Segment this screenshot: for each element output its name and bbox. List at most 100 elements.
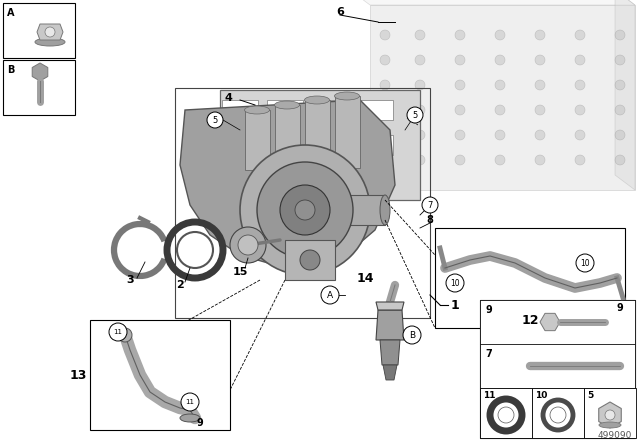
Polygon shape <box>275 105 300 170</box>
Text: 11: 11 <box>483 391 495 400</box>
Text: 8: 8 <box>427 215 433 225</box>
Circle shape <box>380 130 390 140</box>
FancyBboxPatch shape <box>584 388 636 438</box>
Polygon shape <box>383 365 397 380</box>
Polygon shape <box>357 135 393 155</box>
Circle shape <box>535 30 545 40</box>
Ellipse shape <box>305 96 330 104</box>
Circle shape <box>575 105 585 115</box>
Circle shape <box>295 200 315 220</box>
Text: 10: 10 <box>535 391 547 400</box>
Circle shape <box>495 155 505 165</box>
Text: 7: 7 <box>428 201 433 210</box>
Circle shape <box>535 80 545 90</box>
Circle shape <box>455 155 465 165</box>
Circle shape <box>615 105 625 115</box>
Text: 5: 5 <box>212 116 218 125</box>
Text: 10: 10 <box>580 258 590 267</box>
Circle shape <box>415 105 425 115</box>
Circle shape <box>615 55 625 65</box>
Text: 5: 5 <box>587 391 593 400</box>
Circle shape <box>575 30 585 40</box>
FancyBboxPatch shape <box>435 228 625 328</box>
Circle shape <box>535 130 545 140</box>
Polygon shape <box>380 340 400 365</box>
Circle shape <box>615 30 625 40</box>
Ellipse shape <box>380 195 390 225</box>
Text: 9: 9 <box>616 303 623 313</box>
Circle shape <box>45 27 55 37</box>
Circle shape <box>498 407 514 423</box>
Polygon shape <box>222 100 258 120</box>
Circle shape <box>415 55 425 65</box>
Circle shape <box>615 155 625 165</box>
Circle shape <box>207 112 223 128</box>
Circle shape <box>238 235 258 255</box>
Polygon shape <box>615 0 635 190</box>
Ellipse shape <box>599 422 621 428</box>
Polygon shape <box>222 165 258 185</box>
Circle shape <box>495 105 505 115</box>
Text: B: B <box>7 65 14 75</box>
Circle shape <box>380 155 390 165</box>
Circle shape <box>455 130 465 140</box>
Text: 9: 9 <box>485 305 492 315</box>
Ellipse shape <box>35 38 65 46</box>
Text: B: B <box>409 331 415 340</box>
Circle shape <box>380 80 390 90</box>
Polygon shape <box>285 240 335 280</box>
Text: 1: 1 <box>451 298 460 311</box>
Circle shape <box>240 145 370 275</box>
FancyBboxPatch shape <box>3 60 75 115</box>
Circle shape <box>535 55 545 65</box>
Circle shape <box>407 107 423 123</box>
Circle shape <box>495 130 505 140</box>
Polygon shape <box>220 90 420 200</box>
Circle shape <box>446 274 464 292</box>
Text: 9: 9 <box>196 418 204 428</box>
Circle shape <box>109 323 127 341</box>
Polygon shape <box>222 135 258 155</box>
Circle shape <box>380 105 390 115</box>
Polygon shape <box>312 100 348 120</box>
Circle shape <box>455 105 465 115</box>
FancyBboxPatch shape <box>480 300 635 344</box>
Circle shape <box>422 197 438 213</box>
Circle shape <box>455 30 465 40</box>
Circle shape <box>257 162 353 258</box>
Polygon shape <box>267 135 303 155</box>
Circle shape <box>415 155 425 165</box>
Polygon shape <box>305 100 330 170</box>
Ellipse shape <box>335 92 360 100</box>
Circle shape <box>415 130 425 140</box>
Circle shape <box>455 80 465 90</box>
FancyBboxPatch shape <box>480 344 635 388</box>
Polygon shape <box>245 110 270 170</box>
Circle shape <box>415 30 425 40</box>
Circle shape <box>605 410 615 420</box>
Text: 4: 4 <box>224 93 232 103</box>
Ellipse shape <box>244 106 269 114</box>
Circle shape <box>575 55 585 65</box>
Text: A: A <box>327 290 333 300</box>
Text: 6: 6 <box>336 7 344 17</box>
Text: 14: 14 <box>356 271 374 284</box>
Circle shape <box>321 286 339 304</box>
Circle shape <box>575 80 585 90</box>
FancyBboxPatch shape <box>3 3 75 58</box>
Polygon shape <box>312 135 348 155</box>
Polygon shape <box>350 0 635 5</box>
FancyBboxPatch shape <box>480 300 635 438</box>
FancyBboxPatch shape <box>532 388 584 438</box>
Circle shape <box>300 250 320 270</box>
Circle shape <box>495 55 505 65</box>
Text: 13: 13 <box>69 369 86 382</box>
Polygon shape <box>335 96 360 168</box>
Circle shape <box>576 254 594 272</box>
Circle shape <box>615 80 625 90</box>
Polygon shape <box>267 100 303 120</box>
Polygon shape <box>180 100 395 270</box>
Polygon shape <box>357 165 393 185</box>
Circle shape <box>495 80 505 90</box>
Text: 5: 5 <box>412 111 418 120</box>
